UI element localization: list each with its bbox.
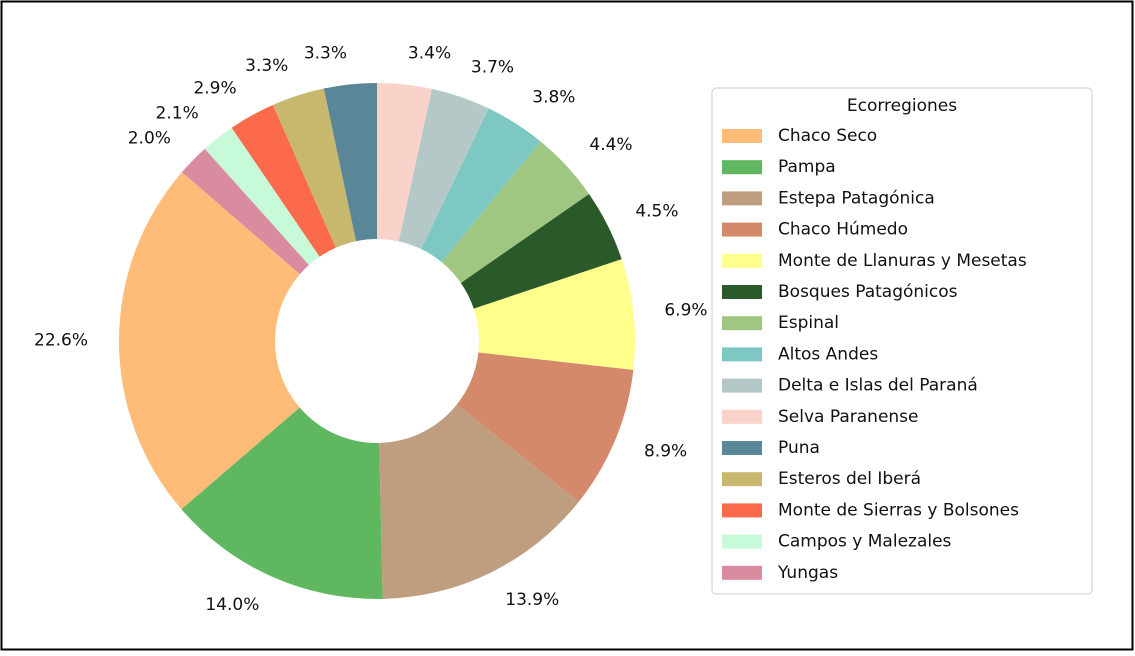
legend-swatch: [722, 472, 762, 487]
donut-slice: [181, 148, 309, 275]
legend-swatch: [722, 409, 762, 424]
legend-label: Chaco Húmedo: [778, 220, 908, 240]
legend-swatch: [722, 253, 762, 268]
donut-slice: [473, 259, 635, 370]
legend-label: Selva Paranense: [778, 407, 919, 427]
donut-slice: [204, 127, 320, 266]
legend-swatch: [722, 565, 762, 580]
donut-slice: [181, 407, 383, 599]
donut-slice: [231, 104, 336, 257]
value-label: 3.3%: [245, 56, 288, 76]
legend-label: Pampa: [778, 157, 836, 177]
value-label: 14.0%: [205, 595, 259, 615]
legend-label: Bosques Patagónicos: [778, 282, 958, 302]
legend-swatch: [722, 378, 762, 393]
donut-slice: [460, 193, 622, 309]
legend-swatch: [722, 503, 762, 518]
donut-slice: [272, 88, 356, 248]
legend-swatch: [722, 534, 762, 549]
value-label: 2.9%: [193, 78, 236, 98]
donut-slice: [379, 404, 579, 599]
value-label: 3.4%: [408, 44, 451, 64]
legend-title: Ecorregiones: [847, 96, 957, 116]
donut-slice: [398, 88, 489, 250]
legend-swatch: [722, 316, 762, 331]
value-label: 2.1%: [156, 104, 199, 124]
legend-label: Esteros del Iberá: [778, 469, 921, 489]
donut-slice: [323, 83, 378, 242]
legend-label: Puna: [778, 438, 820, 458]
value-label: 22.6%: [34, 331, 88, 351]
legend-swatch: [722, 129, 762, 143]
legend-label: Estepa Patagónica: [778, 188, 935, 208]
donut-slice: [377, 83, 432, 242]
legend-label: Espinal: [778, 313, 839, 333]
legend-label: Altos Andes: [778, 344, 878, 364]
legend-label: Yungas: [777, 563, 838, 583]
donut-slice: [118, 172, 300, 510]
legend-swatch: [722, 441, 762, 455]
legend-label: Campos y Malezales: [778, 532, 952, 552]
legend-swatch: [722, 160, 762, 175]
value-label: 4.5%: [635, 202, 678, 222]
legend-swatch: [722, 222, 762, 237]
legend-swatch: [722, 347, 762, 362]
value-label: 8.9%: [644, 442, 687, 462]
donut-slice: [441, 141, 589, 283]
legend-swatch: [722, 285, 762, 299]
value-label: 2.0%: [128, 128, 171, 148]
value-label: 13.9%: [505, 590, 559, 610]
value-label: 6.9%: [664, 301, 707, 321]
value-label: 3.8%: [532, 87, 575, 107]
value-label: 4.4%: [589, 135, 632, 155]
legend-label: Chaco Seco: [778, 126, 877, 146]
donut-slice: [421, 108, 541, 263]
legend-swatch: [722, 191, 762, 206]
value-label: 3.7%: [471, 58, 514, 78]
legend-label: Delta e Islas del Paraná: [778, 376, 978, 396]
donut-slice: [456, 352, 634, 502]
legend-label: Monte de Sierras y Bolsones: [778, 500, 1019, 520]
legend-box: [711, 87, 1093, 595]
value-label: 3.3%: [304, 44, 347, 64]
legend-label: Monte de Llanuras y Mesetas: [778, 251, 1027, 271]
